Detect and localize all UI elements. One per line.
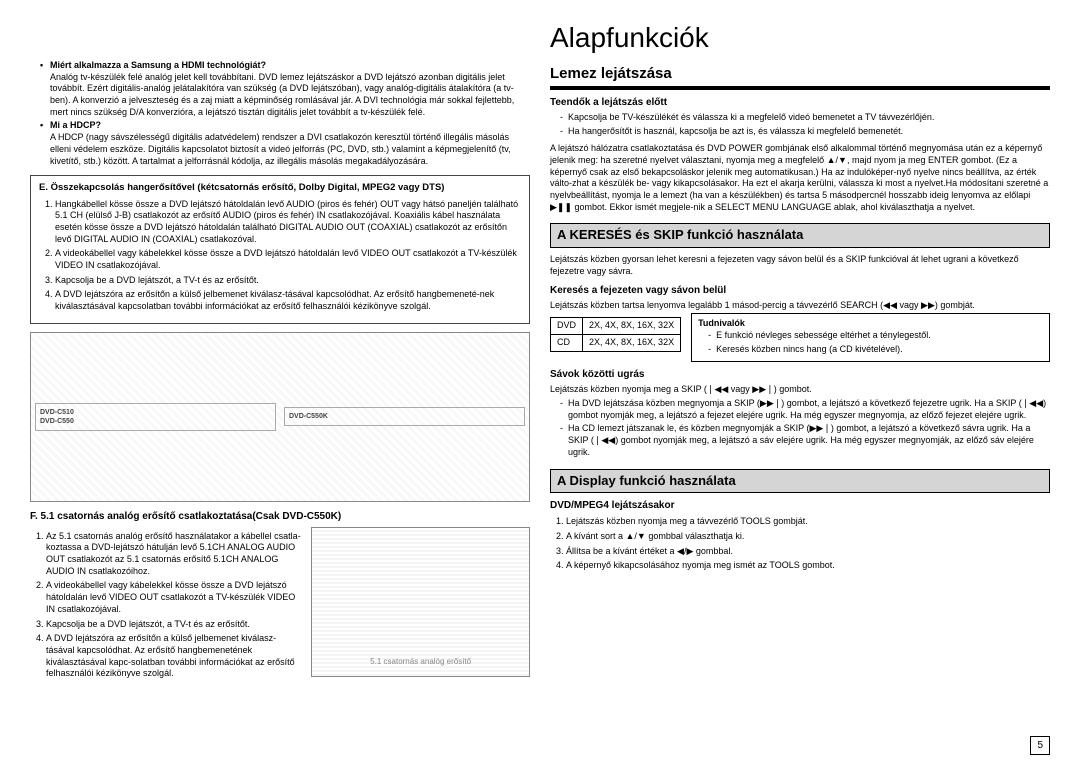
teendok-list: Kapcsolja be TV-készülékét és válassza k… [550, 112, 1050, 137]
section-f-diagram-caption: 5.1 csatornás analóg erősítő [370, 657, 471, 667]
teendok-item: Ha hangerősítőt is használ, kapcsolja be… [560, 126, 1050, 138]
lemez-heading: Lemez lejátszása [550, 64, 1050, 90]
tudnivalok-item: E funkció névleges sebessége eltérhet a … [708, 330, 1043, 342]
connection-diagram: DVD-C510DVD-C550 DVD-C550K [30, 332, 530, 502]
q1-title: Miért alkalmazza a Samsung a HDMI techno… [50, 60, 266, 70]
q2-title: Mi a HDCP? [50, 120, 101, 130]
section-e-item: Hangkábellel kösse össze a DVD lejátszó … [55, 199, 521, 246]
diagram-right: DVD-C550K [284, 407, 525, 426]
tudnivalok-box: Tudnivalók E funkció névleges sebessége … [691, 313, 1050, 362]
section-e-item: Kapcsolja be a DVD lejátszót, a TV-t és … [55, 275, 521, 287]
section-e-title: E. Összekapcsolás hangerősítővel (kétcsa… [39, 182, 521, 194]
display-item: Lejátszás közben nyomja meg a távvezérlő… [566, 516, 1050, 528]
savok-heading: Sávok közötti ugrás [550, 368, 1050, 381]
tudnivalok-title: Tudnivalók [698, 318, 1043, 330]
tudnivalok-item: Keresés közben nincs hang (a CD kivételé… [708, 344, 1043, 356]
speed-info-row: DVD 2X, 4X, 8X, 16X, 32X CD 2X, 4X, 8X, … [550, 313, 1050, 362]
right-column: Alapfunkciók Lemez lejátszása Teendők a … [550, 20, 1050, 684]
diagram-left: DVD-C510DVD-C550 [35, 403, 276, 431]
section-f-item: A videokábellel vagy kábelekkel kösse ös… [46, 580, 301, 615]
savok-instruction: Lejátszás közben nyomja meg a SKIP (❘◀◀ … [550, 384, 1050, 396]
section-f-title: F. 5.1 csatornás analóg erősítő csatlako… [30, 510, 530, 523]
section-f-list: Az 5.1 csatornás analóg erősítő használa… [30, 531, 301, 680]
savok-item: Ha CD lemezt játszanak le, és közben meg… [560, 423, 1050, 458]
speed-media: CD [551, 335, 583, 352]
section-e-item: A videokábellel vagy kábelekkel kösse ös… [55, 248, 521, 271]
kereses-instruction: Lejátszás közben tartsa lenyomva legaláb… [550, 300, 1050, 312]
section-f-item: Kapcsolja be a DVD lejátszót, a TV-t és … [46, 619, 301, 631]
lemez-paragraph: A lejátszó hálózatra csatlakoztatása és … [550, 143, 1050, 213]
display-list: Lejátszás közben nyomja meg a távvezérlő… [550, 516, 1050, 572]
display-item: Állítsa be a kívánt értéket a ◀/▶ gombba… [566, 546, 1050, 558]
section-e: E. Összekapcsolás hangerősítővel (kétcsa… [30, 175, 530, 324]
page-number: 5 [1030, 736, 1050, 755]
speed-media: DVD [551, 318, 583, 335]
display-item: A kívánt sort a ▲/▼ gombbal választhatja… [566, 531, 1050, 543]
hdmi-faq: Miért alkalmazza a Samsung a HDMI techno… [30, 60, 530, 167]
display-item: A képernyő kikapcsolásához nyomja meg is… [566, 560, 1050, 572]
section-f-item: A DVD lejátszóra az erősítőn a külső jel… [46, 633, 301, 680]
main-heading: Alapfunkciók [550, 20, 1050, 56]
q2-body: A HDCP (nagy sávszélességű digitális ada… [50, 132, 511, 165]
section-e-list: Hangkábellel kösse össze a DVD lejátszó … [39, 199, 521, 313]
section-f-item: Az 5.1 csatornás analóg erősítő használa… [46, 531, 301, 578]
kereses-intro: Lejátszás közben gyorsan lehet keresni a… [550, 254, 1050, 277]
teendok-item: Kapcsolja be TV-készülékét és válassza k… [560, 112, 1050, 124]
savok-item: Ha DVD lejátszása közben megnyomja a SKI… [560, 398, 1050, 421]
tudnivalok-list: E funkció névleges sebessége eltérhet a … [698, 330, 1043, 355]
speed-values: 2X, 4X, 8X, 16X, 32X [583, 335, 681, 352]
left-column: Miért alkalmazza a Samsung a HDMI techno… [30, 20, 530, 684]
kereses-sub-heading: Keresés a fejezeten vagy sávon belül [550, 284, 1050, 297]
kereses-heading: A KERESÉS és SKIP funkció használata [550, 223, 1050, 248]
diagram-left-label: DVD-C510DVD-C550 [40, 408, 74, 426]
speed-table: DVD 2X, 4X, 8X, 16X, 32X CD 2X, 4X, 8X, … [550, 317, 681, 351]
display-sub-heading: DVD/MPEG4 lejátszásakor [550, 499, 1050, 512]
savok-list: Ha DVD lejátszása közben megnyomja a SKI… [550, 398, 1050, 458]
diagram-right-label: DVD-C550K [289, 412, 328, 421]
table-row: CD 2X, 4X, 8X, 16X, 32X [551, 335, 681, 352]
section-f: Az 5.1 csatornás analóg erősítő használa… [30, 527, 530, 684]
teendok-heading: Teendők a lejátszás előtt [550, 96, 1050, 109]
table-row: DVD 2X, 4X, 8X, 16X, 32X [551, 318, 681, 335]
speed-values: 2X, 4X, 8X, 16X, 32X [583, 318, 681, 335]
q1-body: Analóg tv-készülék felé analóg jelet kel… [50, 72, 514, 117]
display-heading: A Display funkció használata [550, 469, 1050, 494]
section-f-diagram: 5.1 csatornás analóg erősítő [311, 527, 530, 677]
section-e-item: A DVD lejátszóra az erősítőn a külső jel… [55, 289, 521, 312]
